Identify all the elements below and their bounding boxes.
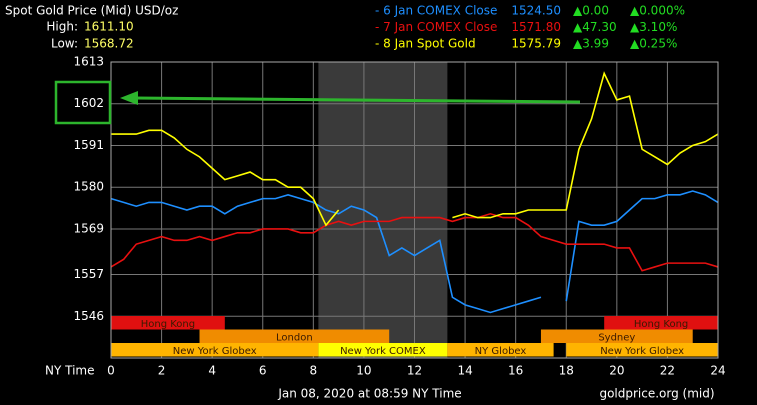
legend-change-pct: ▲0.000% — [630, 4, 685, 18]
session-bar — [318, 343, 448, 357]
source: goldprice.org (mid) — [599, 387, 714, 401]
chart-title: Spot Gold Price (Mid) USD/oz — [5, 4, 178, 18]
series-line — [111, 129, 340, 227]
annotation-arrow-head — [120, 91, 138, 105]
legend-last: 1571.80 — [511, 20, 561, 34]
x-tick-label: 22 — [660, 364, 675, 378]
session-label: Sydney — [598, 332, 635, 343]
x-tick-label: 14 — [457, 364, 472, 378]
session-label: Hong Kong — [141, 319, 195, 330]
session-label: New York Globex — [173, 346, 257, 357]
legend-name: - 6 Jan COMEX Close — [375, 4, 497, 18]
high-label: High: — [46, 20, 78, 34]
legend-last: 1524.50 — [511, 4, 561, 18]
legend-change-pct: ▲3.10% — [630, 20, 677, 34]
session-label: NY Globex — [475, 346, 527, 357]
low-value: 1568.72 — [84, 37, 134, 51]
x-tick-label: 0 — [107, 364, 115, 378]
y-tick-label: 1557 — [73, 267, 104, 281]
annotation-arrow — [134, 96, 581, 104]
highlight-box — [54, 80, 112, 125]
legend-name: - 7 Jan COMEX Close — [375, 20, 497, 34]
series-line — [110, 212, 719, 272]
shaded-region — [318, 62, 448, 358]
x-tick-label: 24 — [710, 364, 725, 378]
session-label: New York Globex — [600, 346, 684, 357]
session-bar — [604, 316, 718, 330]
x-tick-label: 6 — [259, 364, 267, 378]
series-line — [452, 71, 719, 219]
y-tick-label: 1569 — [73, 221, 104, 235]
session-bar — [111, 343, 319, 357]
session-bar — [540, 329, 693, 343]
session-label: London — [276, 332, 313, 343]
session-label: Hong Kong — [634, 319, 688, 330]
session-bar — [566, 343, 718, 357]
legend-change: ▲47.30 — [573, 20, 617, 34]
y-tick-label: 1580 — [73, 180, 104, 194]
y-tick-label: 1591 — [73, 138, 104, 152]
x-tick-label: 8 — [310, 364, 318, 378]
session-bar — [111, 316, 225, 330]
series-line — [110, 193, 542, 314]
y-tick-label: 1602 — [73, 96, 104, 110]
series-line — [565, 190, 719, 302]
session-label: New York COMEX — [340, 346, 426, 357]
legend-name: - 8 Jan Spot Gold — [375, 37, 476, 51]
x-tick-label: 18 — [559, 364, 574, 378]
x-tick-label: 4 — [208, 364, 216, 378]
footer: Jan 08, 2020 at 08:59 NY Time — [277, 387, 461, 401]
legend-change-pct: ▲0.25% — [630, 37, 677, 51]
high-value: 1611.10 — [84, 20, 134, 34]
x-axis-label: NY Time — [45, 364, 95, 378]
y-tick-label: 1546 — [73, 309, 104, 323]
x-tick-label: 2 — [158, 364, 166, 378]
plot-border — [110, 61, 719, 359]
legend-change: ▲3.99 — [573, 37, 609, 51]
session-bar — [199, 329, 390, 343]
x-tick-label: 10 — [356, 364, 371, 378]
x-tick-label: 12 — [407, 364, 422, 378]
legend-last: 1575.79 — [511, 37, 561, 51]
x-tick-label: 20 — [609, 364, 624, 378]
session-bar — [447, 343, 554, 357]
x-tick-label: 16 — [508, 364, 523, 378]
y-tick-label: 1613 — [73, 55, 104, 69]
low-label: Low: — [51, 37, 78, 51]
legend-change: ▲0.00 — [573, 4, 609, 18]
